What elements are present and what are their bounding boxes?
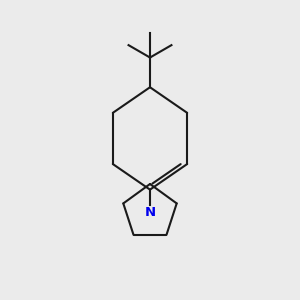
Text: N: N (144, 206, 156, 219)
